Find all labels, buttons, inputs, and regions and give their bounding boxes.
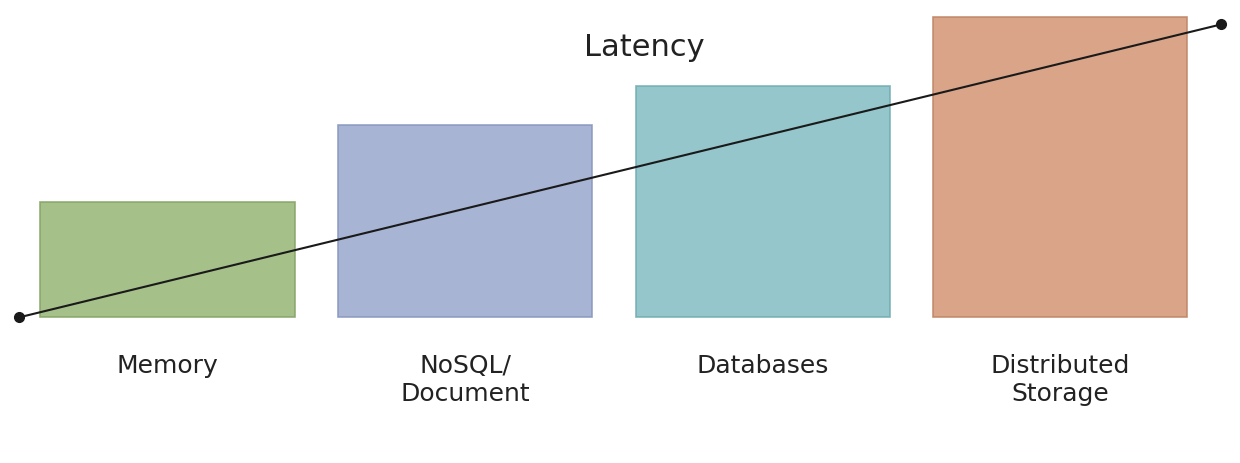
Text: Distributed
Storage: Distributed Storage	[991, 353, 1130, 405]
Text: Memory: Memory	[117, 353, 218, 377]
FancyBboxPatch shape	[635, 87, 889, 318]
FancyBboxPatch shape	[0, 0, 1240, 365]
FancyBboxPatch shape	[932, 18, 1188, 318]
FancyBboxPatch shape	[337, 125, 593, 318]
Text: Databases: Databases	[697, 353, 828, 377]
FancyBboxPatch shape	[41, 202, 295, 318]
Text: NoSQL/
Document: NoSQL/ Document	[401, 353, 529, 405]
Text: Latency: Latency	[584, 32, 706, 62]
